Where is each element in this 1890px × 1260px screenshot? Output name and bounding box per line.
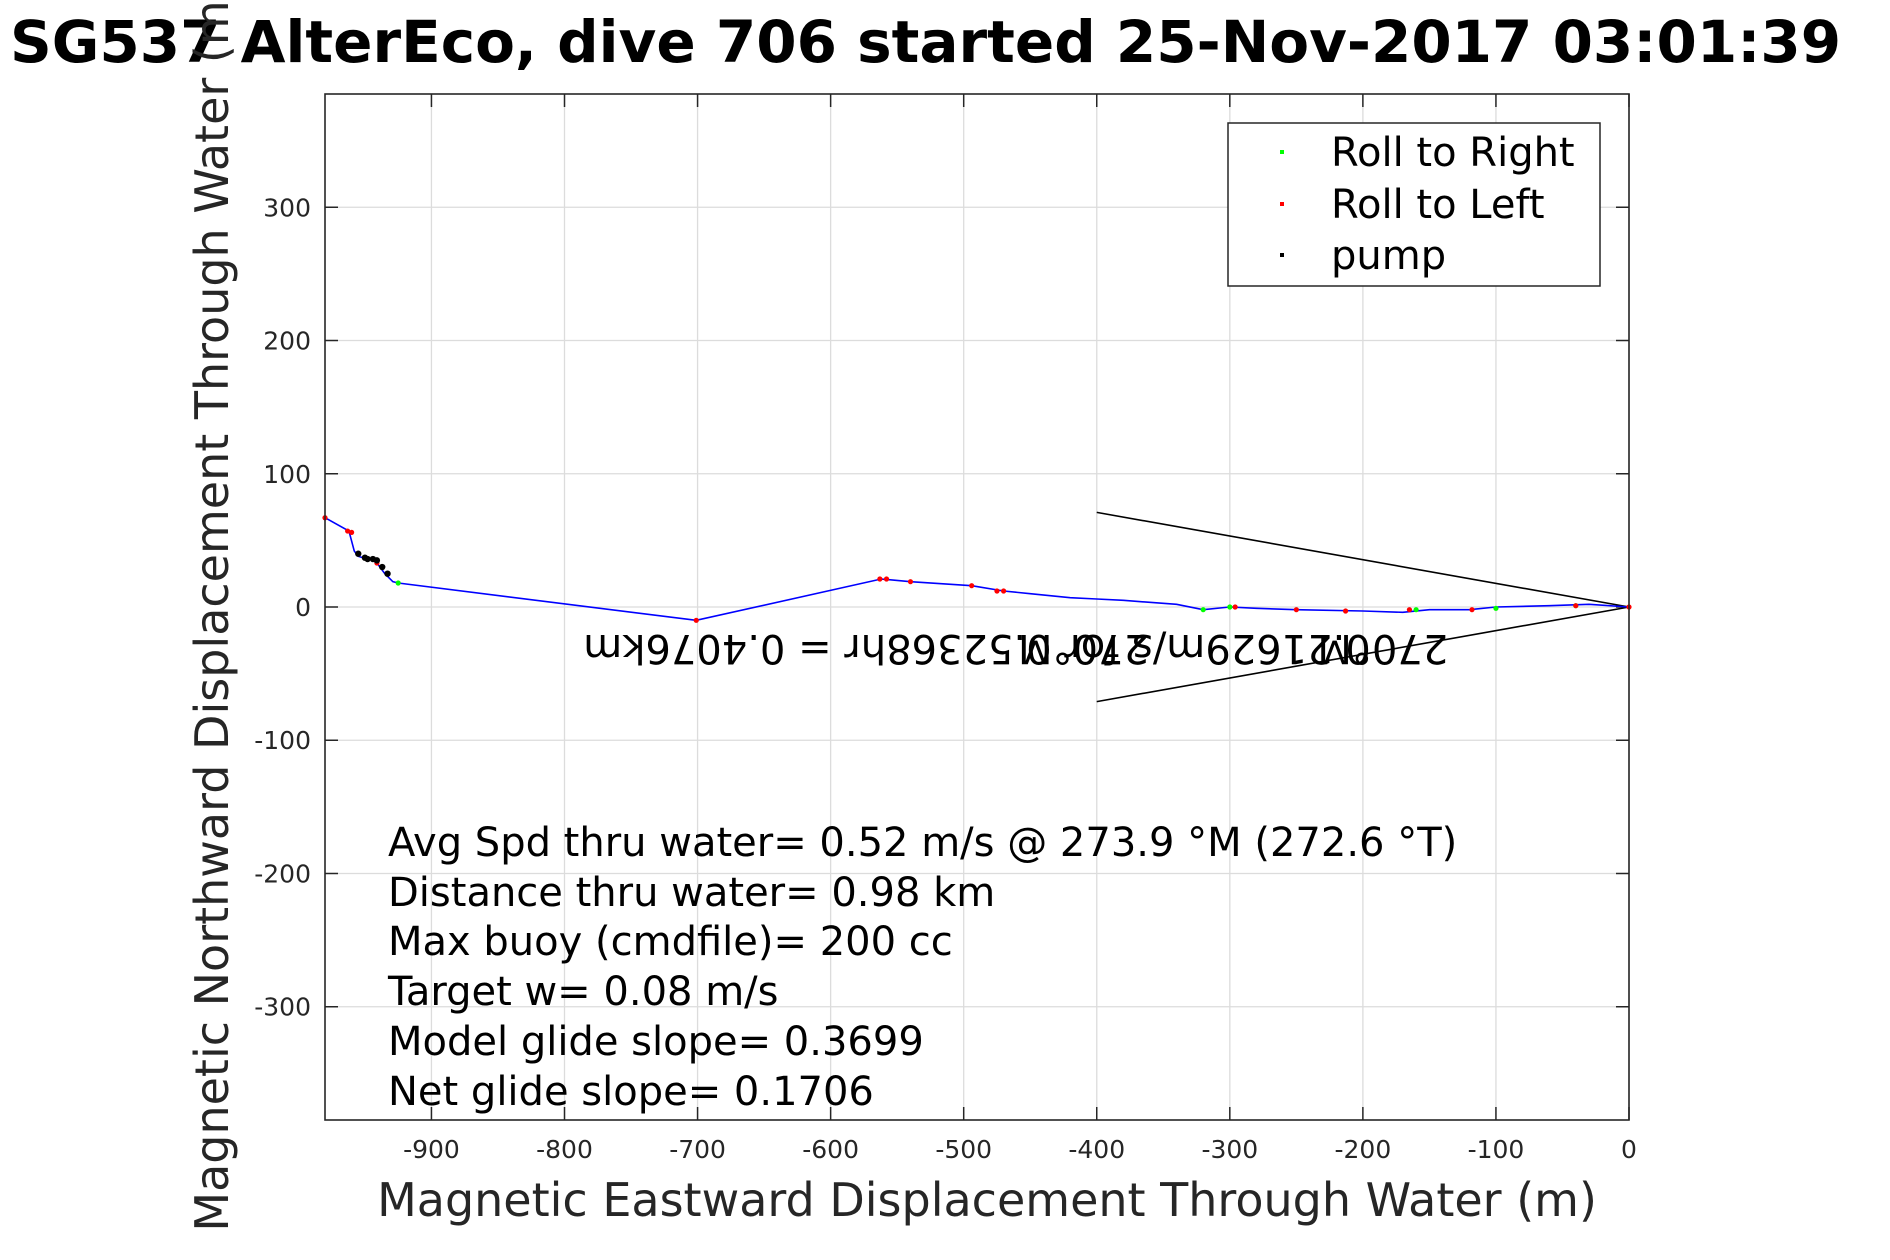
y-tick-label: -100 <box>254 726 311 755</box>
y-tick-label: 100 <box>263 460 311 489</box>
stat-target-w: Target w= 0.08 m/s <box>387 969 778 1015</box>
roll-left-point <box>994 588 1000 594</box>
x-axis-label: Magnetic Eastward Displacement Through W… <box>377 1173 1597 1227</box>
roll-right-point <box>1413 607 1419 613</box>
x-tick-label: -300 <box>1201 1135 1258 1164</box>
y-tick-label: -200 <box>254 859 311 888</box>
x-tick-label: -700 <box>669 1135 726 1164</box>
stats-block: Avg Spd thru water= 0.52 m/s @ 273.9 °M … <box>387 820 1457 1115</box>
stat-max-buoy: Max buoy (cmdfile)= 200 cc <box>388 919 953 965</box>
legend-marker-roll-right <box>1280 150 1284 154</box>
roll-left-point <box>345 528 351 534</box>
roll-left-point <box>877 576 883 582</box>
roll-right-point <box>1227 604 1233 610</box>
current-arrow-line <box>1096 511 1630 608</box>
roll-left-point <box>1573 603 1579 609</box>
x-tick-label: -900 <box>403 1135 460 1164</box>
x-tick-label: -100 <box>1468 1135 1525 1164</box>
y-axis-label: Magnetic Northward Displacement Through … <box>185 0 239 1232</box>
roll-left-point <box>349 529 355 535</box>
legend-label-roll-left: Roll to Left <box>1331 182 1545 228</box>
rotated-annotation: 0.21629m/s for 0.52368hr = 0.4076km <box>583 625 1370 671</box>
roll-right-point <box>1200 607 1206 613</box>
pump-point <box>373 557 381 564</box>
legend-marker-pump <box>1280 253 1284 257</box>
y-tick-label: 0 <box>295 593 311 622</box>
pump-point <box>355 550 362 557</box>
stat-model-glide-slope: Model glide slope= 0.3699 <box>388 1019 924 1065</box>
rotated-annotation: 270°M <box>1018 625 1149 671</box>
legend: Roll to Right Roll to Left pump <box>1227 122 1601 287</box>
y-tick-label: 200 <box>263 327 311 356</box>
stat-avg-speed: Avg Spd thru water= 0.52 m/s @ 273.9 °M … <box>388 820 1457 866</box>
roll-left-point <box>969 583 975 589</box>
roll-left-point <box>1406 607 1413 613</box>
roll-left-point <box>693 617 699 623</box>
current-arrow <box>1096 511 1630 703</box>
pump-point <box>364 555 371 563</box>
stat-net-glide-slope: Net glide slope= 0.1706 <box>388 1069 874 1115</box>
roll-left-point <box>1001 588 1007 594</box>
x-tick-label: 0 <box>1621 1135 1637 1164</box>
roll-left-point <box>1342 608 1349 614</box>
rotated-annotation: 270°M <box>1317 625 1448 671</box>
legend-label-roll-right: Roll to Right <box>1331 130 1575 176</box>
y-tick-label: 300 <box>263 193 311 222</box>
roll-left-point <box>1232 604 1238 610</box>
chart-title: SG537 AlterEco, dive 706 started 25-Nov-… <box>10 8 1841 76</box>
pump-point <box>379 563 386 571</box>
ticks: -900 -800 -700 -600 -500 -400 -300 -200 -100 0 -30… <box>254 94 1637 1164</box>
roll-left-point <box>907 579 914 585</box>
x-tick-label: -500 <box>935 1135 992 1164</box>
legend-box <box>1227 122 1601 287</box>
roll-left-point <box>1469 607 1475 613</box>
roll-right-point <box>395 580 401 586</box>
rotated-annotations: 270°M0.21629m/s for 0.52368hr = 0.4076km… <box>583 625 1448 671</box>
legend-label-pump: pump <box>1331 233 1446 279</box>
legend-marker-roll-left <box>1280 202 1284 206</box>
stat-distance: Distance thru water= 0.98 km <box>388 870 995 916</box>
roll-left-point <box>883 576 890 582</box>
x-tick-label: -200 <box>1335 1135 1392 1164</box>
pump-point <box>384 570 391 577</box>
y-tick-label: -300 <box>254 993 311 1022</box>
current-arrow-line <box>1096 606 1630 703</box>
x-tick-label: -400 <box>1068 1135 1125 1164</box>
axes-box <box>324 93 1630 1121</box>
x-tick-label: -600 <box>802 1135 859 1164</box>
roll-left-point <box>1293 607 1299 613</box>
roll-right-point <box>1493 605 1499 611</box>
x-tick-label: -800 <box>536 1135 593 1164</box>
